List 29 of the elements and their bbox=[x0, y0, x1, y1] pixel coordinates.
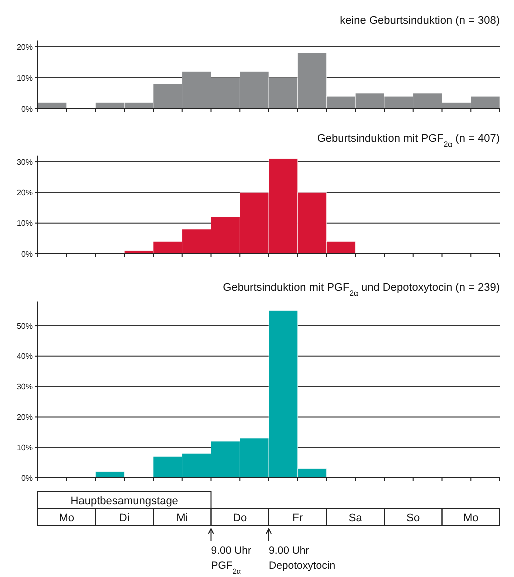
text: 9.00 Uhr Depotoxytocin bbox=[269, 545, 336, 572]
y-tick-label: 0% bbox=[21, 474, 33, 483]
text: Fr bbox=[292, 512, 304, 524]
y-tick-label: 0% bbox=[21, 104, 33, 114]
y-tick-label: 40% bbox=[16, 352, 33, 362]
text: Sa bbox=[348, 512, 364, 524]
text: 9.00 Uhr PGF$_{2α}$ bbox=[211, 545, 252, 576]
y-tick-label: 50% bbox=[16, 322, 33, 331]
text: So bbox=[406, 512, 420, 524]
chart-title: Geburtsinduktion mit PGF$_{2α}$ (n = 407) bbox=[317, 133, 500, 148]
y-tick-label: 0% bbox=[21, 250, 33, 259]
y-tick-label: 10% bbox=[16, 443, 33, 452]
text: Mo bbox=[59, 512, 75, 524]
y-tick-label: 10% bbox=[16, 74, 33, 83]
text: Mi bbox=[176, 512, 188, 524]
chart-title: Geburtsinduktion mit PGF$_{2α}$ und Depotoxytocin (n = 239) bbox=[223, 282, 500, 298]
chart-title: keine Geburtsinduktion (n = 308) bbox=[340, 15, 500, 27]
y-tick-label: 20% bbox=[16, 413, 33, 422]
text: Di bbox=[119, 512, 130, 524]
y-tick-label: 30% bbox=[16, 158, 33, 167]
text: Do bbox=[233, 512, 248, 524]
text: Hauptbesamungstage bbox=[70, 495, 178, 508]
bar bbox=[96, 472, 125, 478]
y-tick-label: 10% bbox=[16, 219, 33, 228]
text: Mo bbox=[463, 512, 479, 524]
y-tick-label: 20% bbox=[16, 42, 33, 52]
bar bbox=[38, 102, 68, 110]
y-tick-label: 30% bbox=[16, 382, 33, 392]
y-tick-label: 20% bbox=[16, 188, 33, 198]
